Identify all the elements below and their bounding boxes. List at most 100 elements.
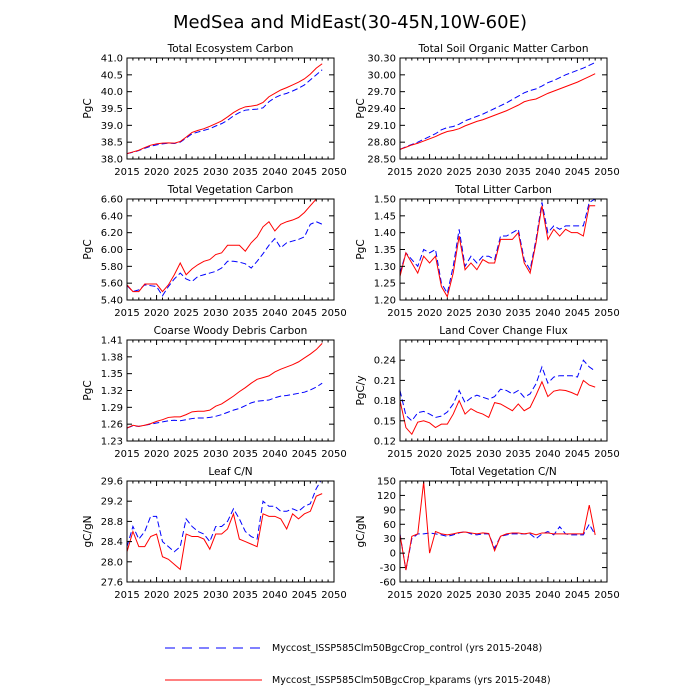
x-tick-label: 2020 [144,308,169,319]
x-tick-label: 2015 [114,308,139,319]
x-tick-label: 2025 [446,308,471,319]
y-tick-label: 40.0 [101,87,123,98]
y-tick-label: 0.12 [374,437,396,448]
x-tick-label: 2050 [594,167,619,178]
y-tick-label: 0.18 [374,396,396,407]
x-tick-label: 2040 [535,590,560,601]
panel-3: 2015 2020 2025 2030 2035 2040 2045 2050 5.40 5.60… [82,184,347,319]
y-tick-label: 1.35 [374,245,396,256]
y-tick-label: 38.0 [101,155,123,166]
plot-frame [399,57,608,160]
x-tick-label: 2045 [292,167,317,178]
y-tick-label: 1.30 [374,262,396,273]
x-tick-label: 2050 [594,308,619,319]
x-tick-label: 2045 [565,449,590,460]
x-tick-label: 2050 [321,590,346,601]
y-tick-label: 40.5 [101,70,123,81]
y-tick-label: 0.21 [374,376,396,387]
x-tick-label: 2025 [173,308,198,319]
panel-4: 2015 2020 2025 2030 2035 2040 2045 2050 1.20 1.25… [355,184,620,319]
plot-frame [126,339,335,442]
y-axis-label: PgC [355,98,367,118]
y-tick-label: 1.35 [101,369,123,380]
y-tick-label: 6.60 [101,195,123,206]
series-line-control [400,523,596,571]
panel-1: 2015 2020 2025 2030 2035 2040 2045 2050 38.0 38.5… [82,43,347,178]
y-tick-label: 5.60 [101,279,123,290]
x-tick-label: 2040 [262,167,287,178]
series-line-kparams [400,73,596,150]
y-axis-label: gC/gN [82,515,94,547]
x-tick-label: 2035 [506,308,531,319]
panel-title: Coarse Woody Debris Carbon [154,325,308,337]
panel-title: Total Vegetation Carbon [167,184,294,196]
x-tick-label: 2050 [321,449,346,460]
x-tick-label: 2040 [535,167,560,178]
x-tick-label: 2025 [446,590,471,601]
y-tick-label: 28.0 [101,557,123,568]
y-tick-label: 1.23 [101,437,123,448]
series-line-kparams [127,343,323,429]
legend: Myccost_ISSP585Clm50BgcCrop_control (yrs… [165,643,551,686]
x-tick-label: 2045 [292,308,317,319]
panel-title: Total Soil Organic Matter Carbon [418,43,589,55]
legend-label-kparams: Myccost_ISSP585Clm50BgcCrop_kparams (yrs… [272,675,551,686]
panel-title: Total Ecosystem Carbon [167,43,294,55]
x-tick-label: 2025 [173,449,198,460]
x-tick-label: 2050 [321,308,346,319]
panel-title: Land Cover Change Flux [439,325,567,337]
figure-title: MedSea and MidEast(30-45N,10W-60E) [173,12,527,33]
y-axis-label: PgC [82,98,94,118]
x-tick-label: 2025 [173,167,198,178]
y-tick-label: 1.26 [101,420,123,431]
x-tick-label: 2015 [387,449,412,460]
y-tick-label: 1.32 [101,386,123,397]
y-axis-label: PgC [82,380,94,400]
y-tick-label: 6.40 [101,211,123,222]
x-tick-label: 2015 [387,167,412,178]
x-tick-label: 2030 [203,449,228,460]
y-tick-label: 27.6 [101,578,123,589]
series-line-control [400,359,596,422]
x-tick-label: 2025 [173,590,198,601]
y-tick-label: 1.40 [374,228,396,239]
y-tick-label: 28.8 [101,517,123,528]
series-line-kparams [127,63,323,155]
x-tick-label: 2045 [292,590,317,601]
x-tick-label: 2045 [565,308,590,319]
x-tick-label: 2020 [144,449,169,460]
series-line-kparams [400,205,596,298]
x-tick-label: 2050 [321,167,346,178]
y-tick-label: -30 [380,563,396,574]
x-tick-label: 2040 [535,449,560,460]
y-tick-label: 30.30 [367,54,396,65]
x-tick-label: 2025 [446,167,471,178]
x-tick-label: 2015 [114,167,139,178]
series-line-kparams [400,481,596,571]
plot-frame [399,480,608,583]
series-line-kparams [400,379,596,436]
plot-frame [399,339,608,442]
y-tick-label: 28.50 [367,155,396,166]
y-tick-label: 28.80 [367,138,396,149]
y-tick-label: 1.45 [374,211,396,222]
y-tick-label: 38.5 [101,138,123,149]
y-tick-label: 30 [383,534,396,545]
x-tick-label: 2030 [476,449,501,460]
panel-title: Total Litter Carbon [454,184,552,196]
y-tick-label: 0 [390,549,396,560]
y-tick-label: -60 [380,578,396,589]
x-tick-label: 2045 [565,590,590,601]
x-tick-label: 2035 [233,167,258,178]
y-tick-label: 6.20 [101,228,123,239]
panel-5: 2015 2020 2025 2030 2035 2040 2045 2050 1.23 1.26… [82,325,347,460]
x-tick-label: 2015 [387,590,412,601]
x-tick-label: 2030 [203,590,228,601]
y-tick-label: 29.40 [367,104,396,115]
x-tick-label: 2035 [506,167,531,178]
panels: 2015 2020 2025 2030 2035 2040 2045 2050 38.0 38.5… [82,43,620,601]
x-tick-label: 2020 [144,590,169,601]
x-tick-label: 2035 [506,590,531,601]
x-tick-label: 2050 [594,590,619,601]
y-tick-label: 1.41 [101,336,123,347]
